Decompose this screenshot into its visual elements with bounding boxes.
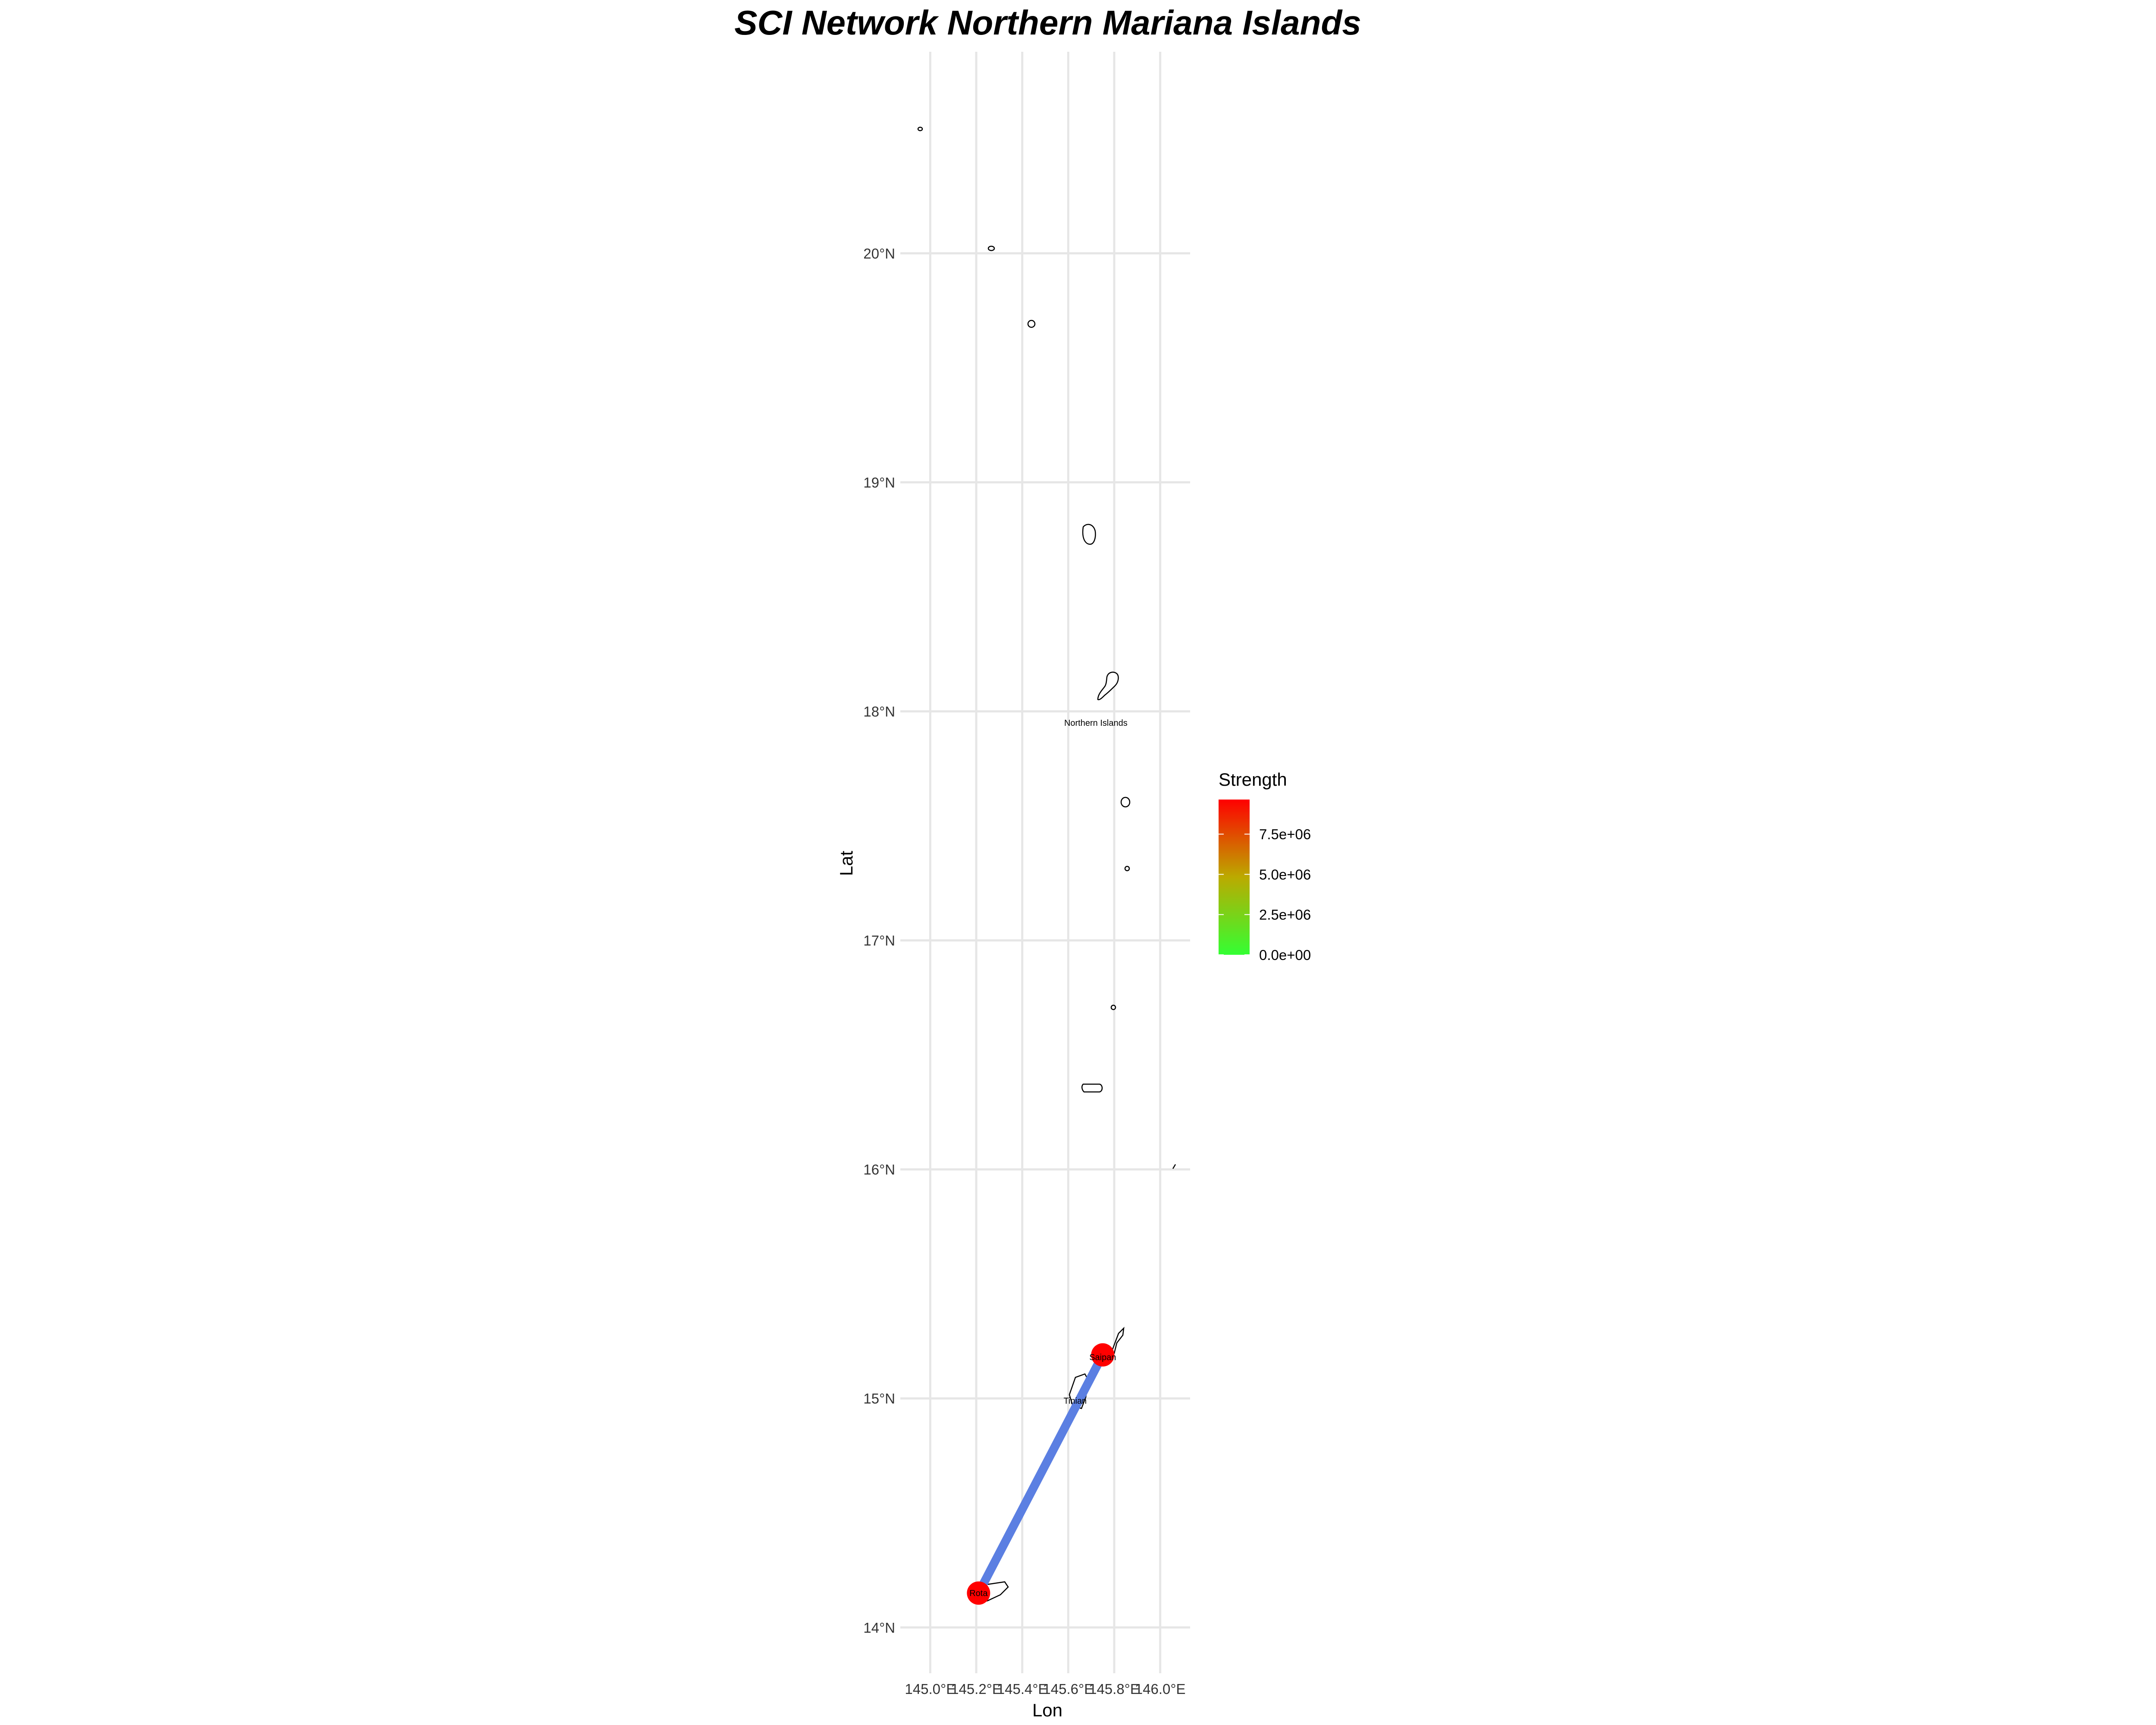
x-tick-labels: 145.0°E145.2°E145.4°E145.6°E145.8°E146.0… bbox=[905, 1681, 1185, 1697]
island-maug bbox=[987, 245, 995, 251]
island-outlines bbox=[917, 126, 1176, 1603]
y-tick-label: 18°N bbox=[863, 703, 895, 719]
y-axis-title: Lat bbox=[836, 850, 856, 876]
chart-title: SCI Network Northern Mariana Islands bbox=[734, 3, 1361, 42]
region-label-rota: Rota bbox=[969, 1589, 988, 1598]
node-saipan bbox=[1091, 1343, 1115, 1367]
legend-title: Strength bbox=[1219, 769, 1287, 790]
island-farallon-de-pajaros bbox=[917, 126, 923, 132]
island-agrihan bbox=[1082, 524, 1096, 545]
x-axis-title: Lon bbox=[1032, 1700, 1062, 1720]
region-labels: Northern Islands Saipan Tinian Rota bbox=[969, 718, 1128, 1598]
latitude-gridlines bbox=[900, 252, 1190, 1629]
y-tick-label: 16°N bbox=[863, 1162, 895, 1178]
node-rota bbox=[967, 1581, 990, 1605]
island-farallon-de-medinilla bbox=[1172, 1164, 1176, 1169]
y-tick-label: 20°N bbox=[863, 245, 895, 261]
legend-colorbar bbox=[1219, 800, 1250, 955]
x-tick-label: 145.0°E bbox=[905, 1681, 956, 1697]
network-edges bbox=[974, 1350, 1107, 1598]
y-tick-labels: 14°N 15°N 16°N 17°N 18°N 19°N 20°N bbox=[863, 245, 895, 1635]
x-tick-label: 146.0°E bbox=[1135, 1681, 1186, 1697]
longitude-gridlines bbox=[929, 52, 1162, 1673]
y-tick-label: 14°N bbox=[863, 1620, 895, 1636]
network-nodes bbox=[967, 1343, 1115, 1605]
island-pagan bbox=[1097, 671, 1119, 700]
island-anatahan bbox=[1081, 1083, 1103, 1093]
legend-tick-label: 5.0e+06 bbox=[1259, 866, 1311, 882]
y-tick-label: 15°N bbox=[863, 1391, 895, 1407]
region-label-tinian: Tinian bbox=[1063, 1396, 1087, 1406]
region-label-northern-islands: Northern Islands bbox=[1064, 718, 1128, 728]
strength-legend: Strength 0.0e+00 2.5e+06 5.0e+06 7.5e+06 bbox=[1219, 769, 1311, 963]
island-sarigan bbox=[1110, 1004, 1116, 1010]
x-tick-label: 145.4°E bbox=[997, 1681, 1048, 1697]
x-tick-label: 145.6°E bbox=[1043, 1681, 1094, 1697]
legend-tick-label: 0.0e+00 bbox=[1259, 947, 1311, 963]
island-asuncion bbox=[1027, 320, 1036, 328]
y-tick-label: 19°N bbox=[863, 474, 895, 490]
x-tick-label: 145.8°E bbox=[1089, 1681, 1140, 1697]
region-label-saipan: Saipan bbox=[1089, 1353, 1116, 1362]
island-guguan bbox=[1124, 866, 1130, 872]
x-tick-label: 145.2°E bbox=[951, 1681, 1002, 1697]
legend-ticks: 0.0e+00 2.5e+06 5.0e+06 7.5e+06 bbox=[1219, 826, 1311, 963]
edge-rota-saipan bbox=[974, 1350, 1107, 1598]
legend-tick-label: 7.5e+06 bbox=[1259, 826, 1311, 842]
legend-tick-label: 2.5e+06 bbox=[1259, 907, 1311, 923]
y-tick-label: 17°N bbox=[863, 933, 895, 949]
island-alamagan bbox=[1120, 797, 1131, 808]
